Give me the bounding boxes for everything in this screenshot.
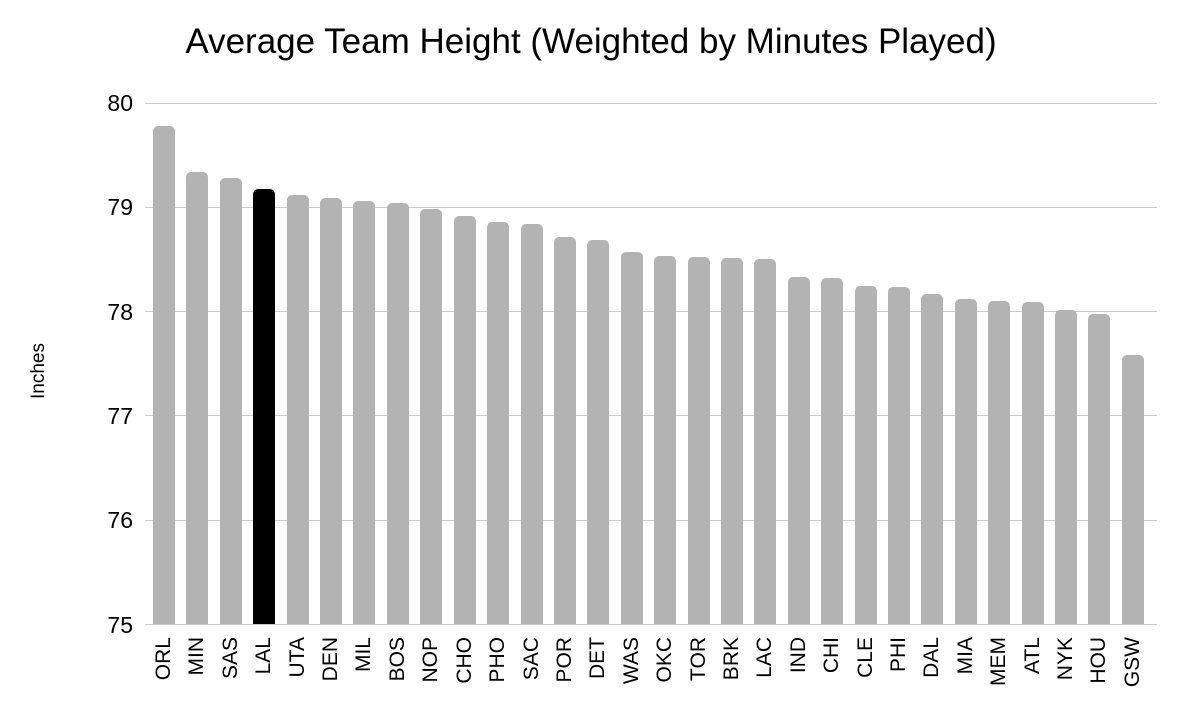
x-tick-label-CHI: CHI xyxy=(820,637,844,674)
x-tick-label-HOU: HOU xyxy=(1087,637,1111,684)
x-tick-label-MEM: MEM xyxy=(987,637,1011,686)
gridline-79 xyxy=(145,206,1157,208)
x-tick-label-LAL: LAL xyxy=(252,637,276,675)
bar-PHO xyxy=(487,221,510,625)
bar-DET xyxy=(587,239,610,625)
x-tick-label-IND: IND xyxy=(786,637,810,674)
bar-LAL xyxy=(253,188,276,625)
bar-OKC xyxy=(654,256,677,625)
y-tick-label-80: 80 xyxy=(107,90,133,116)
y-tick-label-77: 77 xyxy=(107,402,133,429)
gridline-77 xyxy=(145,415,1157,417)
bar-LAC xyxy=(754,259,777,625)
gridline-78 xyxy=(145,311,1157,313)
x-tick-label-DAL: DAL xyxy=(920,637,944,678)
bar-DAL xyxy=(921,293,944,625)
x-tick-label-LAC: LAC xyxy=(753,637,777,678)
x-tick-label-PHI: PHI xyxy=(887,637,911,673)
x-tick-label-ORL: ORL xyxy=(152,637,175,681)
y-tick-label-76: 76 xyxy=(107,507,133,534)
chart-title: Average Team Height (Weighted by Minutes… xyxy=(185,22,997,61)
y-axis-title: Inches xyxy=(28,343,49,399)
bar-BRK xyxy=(720,258,743,625)
bar-DEN xyxy=(320,197,343,625)
x-tick-label-NOP: NOP xyxy=(419,637,443,683)
x-tick-label-DET: DET xyxy=(586,637,610,679)
x-tick-label-NYK: NYK xyxy=(1054,637,1078,681)
x-tick-label-CHO: CHO xyxy=(452,637,476,684)
x-tick-label-WAS: WAS xyxy=(619,637,643,685)
bar-GSW xyxy=(1121,355,1144,625)
bar-BOS xyxy=(386,203,409,625)
bar-SAC xyxy=(520,223,543,625)
bar-TOR xyxy=(687,257,710,625)
bar-MIN xyxy=(186,171,209,625)
bar-HOU xyxy=(1088,313,1111,625)
x-tick-label-OKC: OKC xyxy=(653,637,677,683)
y-tick-label-79: 79 xyxy=(107,194,133,221)
bar-MIA xyxy=(954,299,977,625)
bar-NOP xyxy=(420,209,443,625)
x-tick-label-SAC: SAC xyxy=(519,637,543,681)
gridline-75 xyxy=(145,624,1157,625)
y-tick-label-75: 75 xyxy=(107,611,133,638)
x-tick-label-POR: POR xyxy=(552,637,576,683)
gridline-80 xyxy=(145,102,1157,104)
bar-CLE xyxy=(854,285,877,625)
x-tick-label-SAS: SAS xyxy=(218,637,242,680)
x-tick-label-BOS: BOS xyxy=(385,637,409,682)
bar-CHO xyxy=(453,215,476,625)
y-tick-label-78: 78 xyxy=(107,298,133,325)
x-tick-label-UTA: UTA xyxy=(285,637,309,678)
bar-ATL xyxy=(1021,302,1044,625)
bar-NYK xyxy=(1055,309,1078,625)
bar-IND xyxy=(787,277,810,625)
x-tick-label-PHO: PHO xyxy=(486,637,510,683)
bar-ORL xyxy=(153,125,175,625)
bar-UTA xyxy=(286,194,309,625)
bar-MIL xyxy=(353,201,376,625)
x-tick-label-MIL: MIL xyxy=(352,637,376,673)
gridline-76 xyxy=(145,519,1157,521)
x-tick-label-ATL: ATL xyxy=(1020,637,1044,674)
bar-PHI xyxy=(888,286,911,625)
bar-SAS xyxy=(219,178,242,625)
bar-CHI xyxy=(821,278,844,625)
bar-MEM xyxy=(988,301,1011,625)
x-tick-label-GSW: GSW xyxy=(1120,637,1144,688)
x-tick-label-BRK: BRK xyxy=(719,637,743,681)
x-tick-label-TOR: TOR xyxy=(686,637,710,681)
x-tick-label-MIA: MIA xyxy=(953,637,977,675)
x-tick-label-MIN: MIN xyxy=(185,637,209,676)
bar-WAS xyxy=(620,252,643,625)
x-tick-label-DEN: DEN xyxy=(319,637,343,682)
bar-POR xyxy=(553,236,576,625)
x-tick-label-CLE: CLE xyxy=(853,637,877,678)
